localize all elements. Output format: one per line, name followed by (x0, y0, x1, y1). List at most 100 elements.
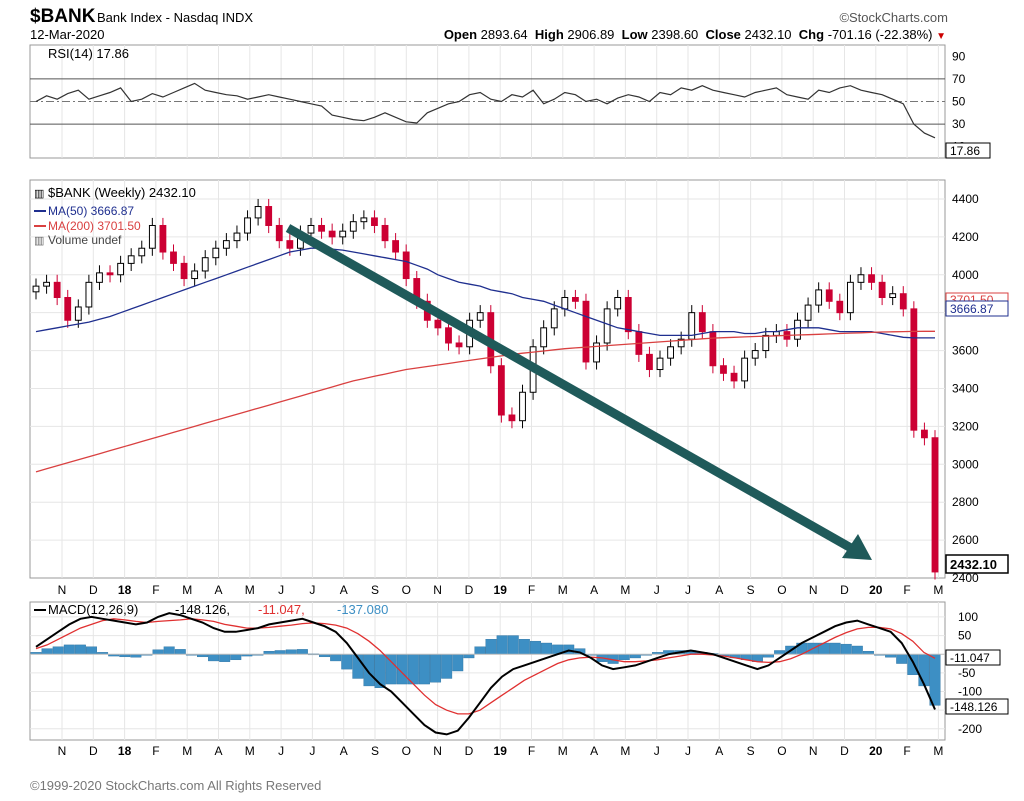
x-axis-label: D (840, 583, 849, 597)
macd-histogram-bar (152, 649, 164, 655)
macd-histogram-bar (529, 640, 541, 655)
candle-body (476, 312, 484, 321)
hist-legend-value: -137.080 (337, 602, 388, 617)
x-axis-label: J (654, 744, 660, 758)
ohlc-summary: Open 2893.64 High 2906.89 Low 2398.60 Cl… (444, 27, 946, 42)
candle-body (614, 297, 622, 310)
copyright-footer: ©1999-2020 StockCharts.com All Rights Re… (30, 778, 322, 793)
price-panel: 4400420040003800360034003200300028002600… (29, 179, 1009, 597)
candle-body (677, 338, 685, 348)
price-legend-text: $BANK (Weekly) 2432.10 (48, 185, 196, 200)
macd-histogram-bar (452, 654, 464, 672)
macd-histogram-bar (163, 646, 175, 655)
x-axis-label: A (214, 744, 222, 758)
macd-line (35, 612, 936, 736)
price-tick-label: 4000 (952, 268, 979, 282)
macd-tick-label: 50 (958, 629, 972, 643)
candle-body (815, 289, 823, 306)
macd-histogram-bar (774, 650, 786, 655)
close-value: 2432.10 (744, 27, 792, 42)
x-axis-label: M (933, 744, 943, 758)
candle-body (371, 217, 378, 226)
macd-histogram-bar (341, 654, 353, 670)
macd-histogram-bar (363, 654, 375, 687)
macd-last-box (945, 698, 1009, 715)
price-tick-label: 3600 (952, 344, 979, 358)
macd-histogram-bar (296, 649, 308, 655)
macd-histogram-bar (474, 646, 486, 655)
candle-body (846, 281, 854, 314)
rsi-legend-text: RSI(14) 17.86 (48, 46, 129, 61)
macd-histogram-bar (52, 646, 64, 655)
trend-arrow-shaft (285, 224, 861, 556)
candle-body (878, 281, 886, 299)
macd-histogram-bar (441, 654, 453, 679)
candle-body (138, 247, 146, 257)
rsi-tick-label: 30 (952, 117, 966, 131)
chart-header: $BANK Bank Index - Nasdaq INDX 12-Mar-20… (0, 0, 1024, 42)
candle-body (32, 285, 40, 293)
x-axis-label: O (777, 744, 786, 758)
x-axis-label: M (620, 583, 630, 597)
x-axis-label: N (433, 583, 442, 597)
candle-body (191, 270, 199, 280)
price-tick-label: 4400 (952, 192, 979, 206)
candle-body (201, 257, 209, 272)
macd-legend: MACD(12,26,9) -148.126, -11.047, -137.080 (34, 602, 388, 617)
macd-histogram-bar (485, 639, 497, 655)
macd-histogram-bar (507, 635, 519, 655)
price-tick-label: 3400 (952, 381, 979, 395)
x-axis-label: 18 (118, 583, 132, 597)
x-axis-label: M (933, 583, 943, 597)
ma50-last-label: 3666.87 (950, 302, 994, 316)
candle-body (910, 308, 918, 431)
macd-legend-name: MACD(12,26,9) (48, 602, 138, 617)
candle-body (656, 357, 664, 371)
rsi-last-value-box (945, 142, 991, 159)
candle-body (508, 414, 516, 422)
candle-body (254, 206, 262, 219)
symbol-title: $BANK (30, 6, 96, 27)
x-axis-label: A (340, 583, 348, 597)
x-axis-label: F (152, 744, 159, 758)
macd-last-label: -148.126 (950, 700, 998, 714)
ma200-legend-text: MA(200) 3701.50 (48, 219, 141, 233)
rsi-frame (29, 44, 946, 159)
macd-histogram-bar (330, 654, 342, 662)
candle-body (318, 224, 325, 232)
x-axis-label: J (309, 744, 315, 758)
candle-body (381, 224, 389, 242)
macd-histogram-bar (41, 648, 53, 655)
x-axis-label: 19 (494, 744, 508, 758)
candle-body (64, 297, 72, 321)
macd-histogram-bar (285, 649, 297, 655)
candle-body (360, 217, 368, 223)
volume-icon: ▥ (34, 235, 44, 247)
signal-legend-value: -11.047, (258, 602, 305, 617)
x-axis-label: D (840, 744, 849, 758)
x-axis-label: F (903, 583, 910, 597)
candle-body (899, 293, 907, 310)
candle-body (180, 262, 188, 280)
candle-body (244, 217, 251, 234)
candle-body (402, 251, 410, 280)
macd-x-axis: N D 18 F M A M J J A S O N D 19 F M A M J J A S O N D 20 F M (58, 744, 944, 758)
open-label: Open (443, 27, 478, 42)
x-axis-label: M (558, 744, 568, 758)
down-arrow-icon: ▼ (936, 31, 946, 42)
price-tick-label: 2600 (952, 533, 979, 547)
x-axis-label: D (465, 744, 474, 758)
x-axis-label: F (903, 744, 910, 758)
candle-body (434, 319, 442, 329)
candle-body (931, 437, 939, 573)
candle-body (212, 247, 220, 259)
close-last-box (945, 554, 1009, 574)
macd-histogram-bar (929, 654, 941, 706)
candle-body (825, 289, 833, 302)
macd-legend-value: -148.126, (175, 602, 230, 617)
candle-body (127, 255, 135, 264)
candle-body (741, 357, 749, 382)
candle-body (698, 312, 706, 333)
